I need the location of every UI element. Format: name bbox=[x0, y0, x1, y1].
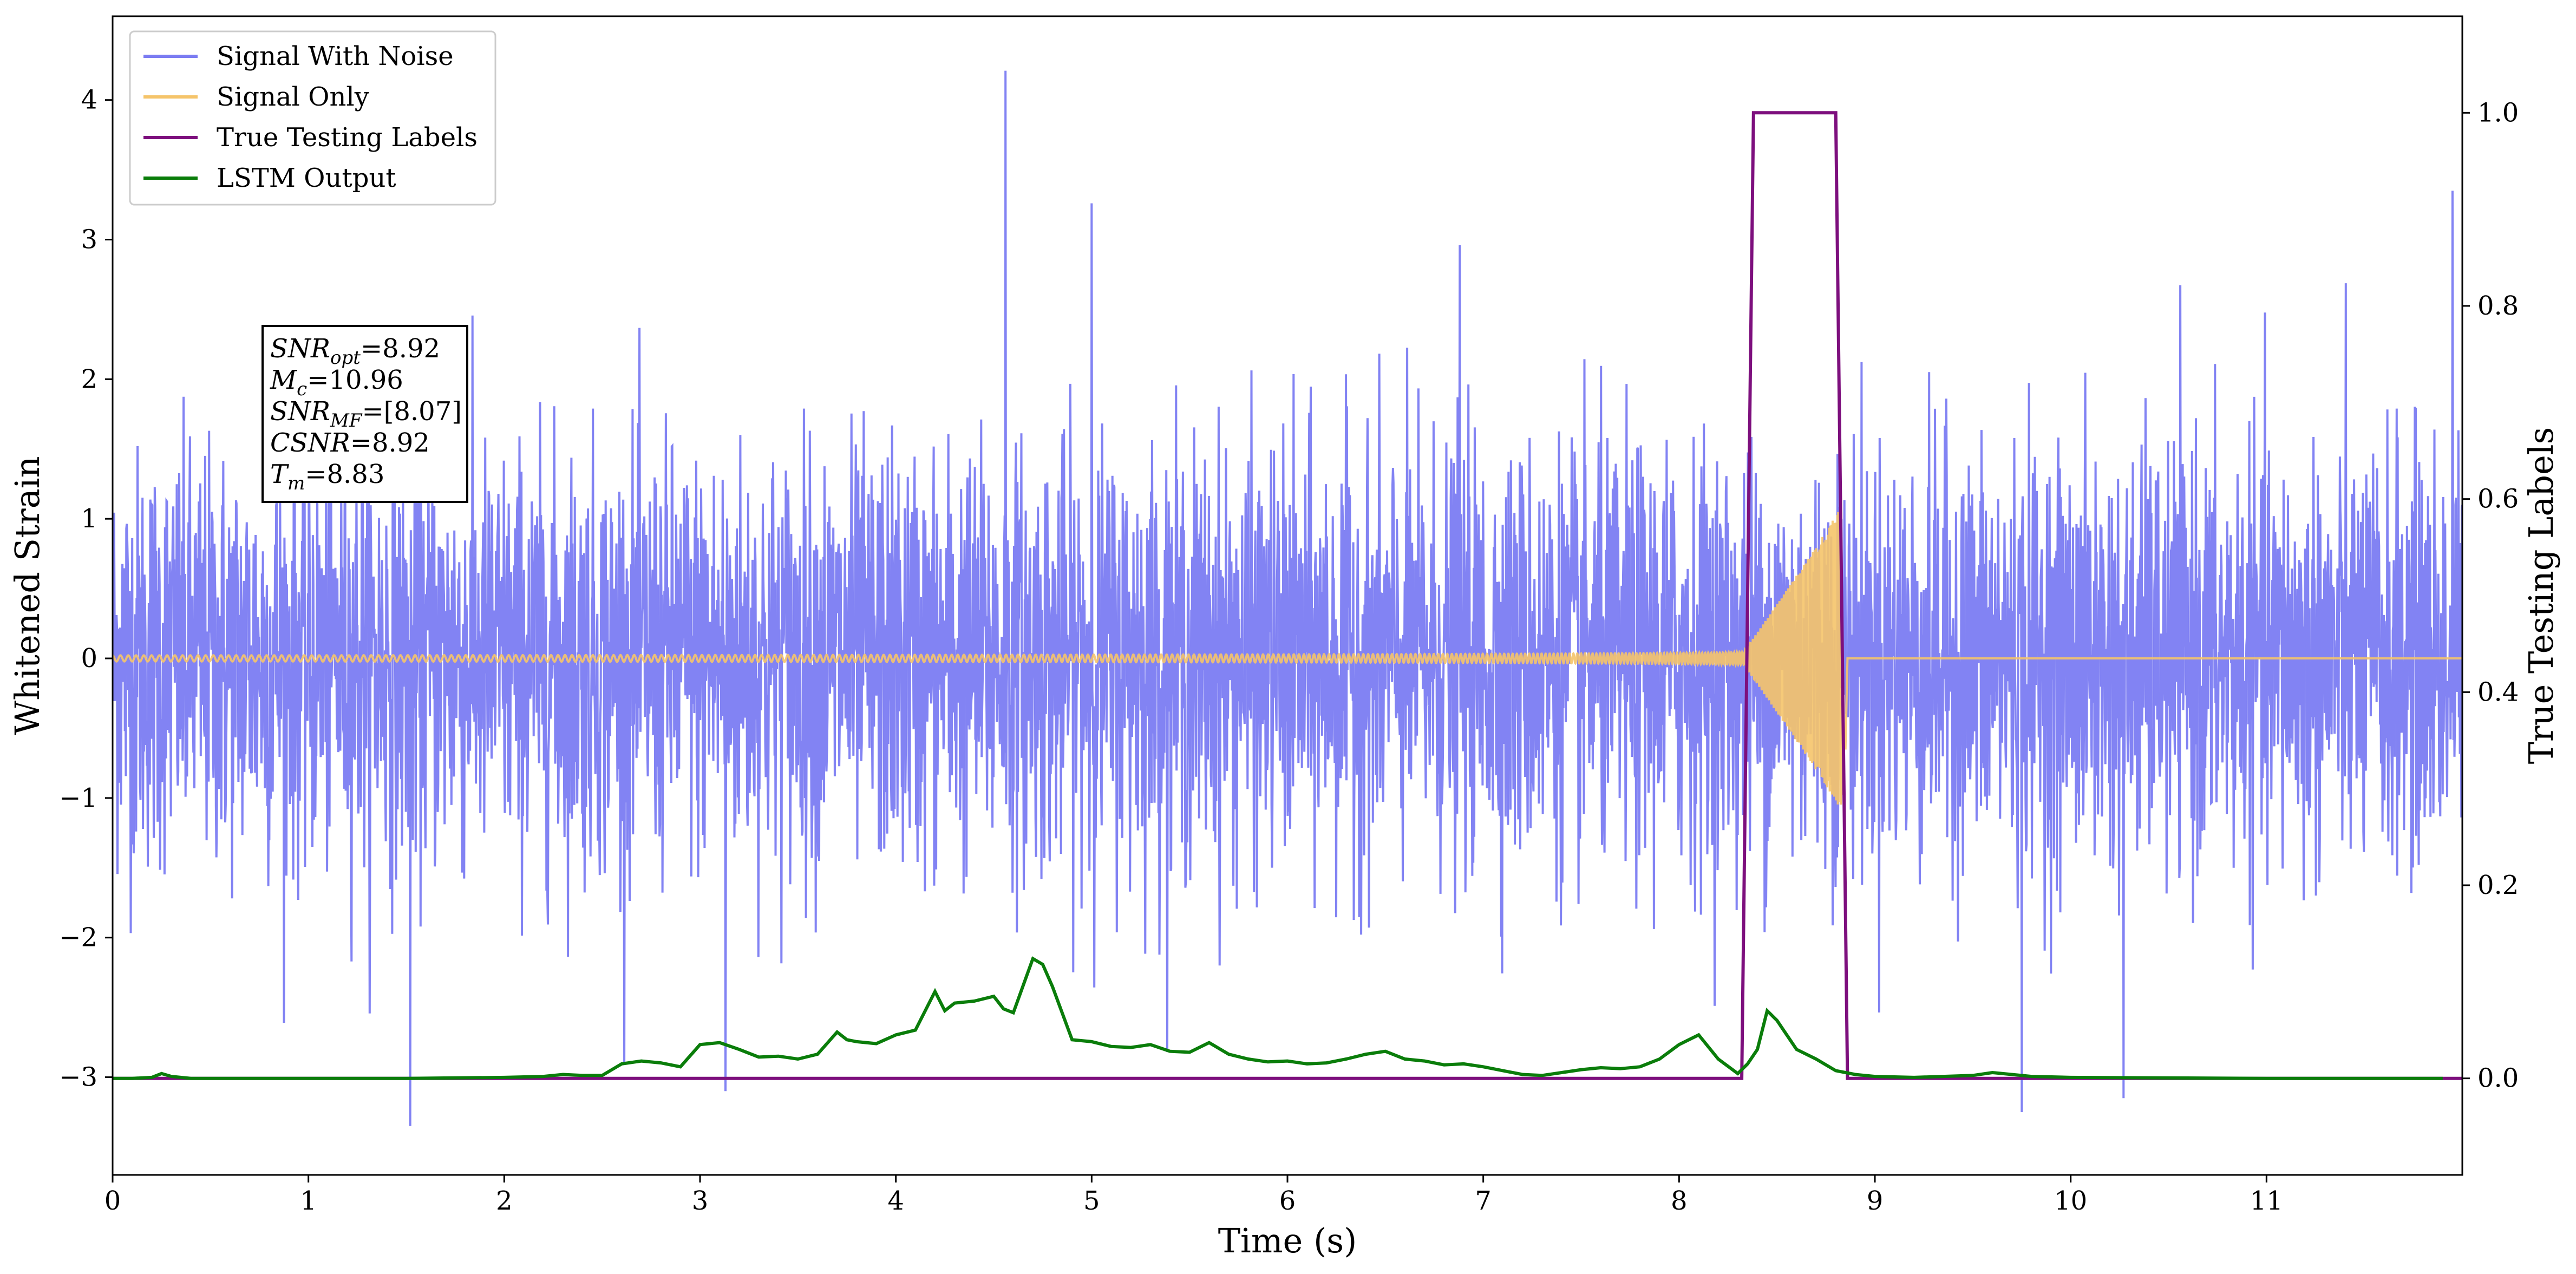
annotation-value: =8.92 bbox=[361, 334, 440, 364]
x-tick-label: 5 bbox=[1083, 1186, 1100, 1216]
series-layer bbox=[113, 70, 2462, 1126]
x-tick-label: 2 bbox=[496, 1186, 513, 1216]
legend-label-lstm-output: LSTM Output bbox=[217, 163, 396, 193]
y2-tick-label: 1.0 bbox=[2477, 97, 2519, 128]
y2-tick-label: 0.8 bbox=[2477, 291, 2519, 321]
annotation-symbol: SNR bbox=[270, 334, 330, 364]
y2-axis-title: True Testing Labels bbox=[2521, 427, 2561, 765]
y-tick-label: −3 bbox=[59, 1062, 97, 1093]
y-axis-title: Whitened Strain bbox=[8, 456, 47, 735]
annotation-line: SNRopt=8.92 bbox=[270, 334, 440, 369]
annotation-symbol: M bbox=[270, 365, 298, 395]
annotation-line: SNRMF=[8.07] bbox=[270, 396, 462, 432]
series-line-true-testing-labels bbox=[113, 111, 2462, 1080]
x-tick-label: 1 bbox=[300, 1186, 317, 1216]
legend-frame bbox=[129, 30, 496, 206]
y2-tick-label: 0.0 bbox=[2477, 1063, 2519, 1094]
series-line-signal-with-noise bbox=[113, 70, 2462, 1126]
annotation-value: =8.92 bbox=[350, 428, 430, 458]
x-tick-label: 9 bbox=[1867, 1186, 1884, 1216]
y-tick-label: −1 bbox=[59, 783, 97, 813]
annotation-value: =[8.07] bbox=[362, 396, 462, 427]
x-tick-label: 10 bbox=[2054, 1186, 2087, 1216]
x-axis-title: Time (s) bbox=[1218, 1221, 1357, 1260]
x-tick-label: 8 bbox=[1671, 1186, 1688, 1216]
annotation-line: CSNR=8.92 bbox=[270, 428, 430, 458]
x-axis: 0 1 2 3 4 5 6 7 8 9 10 11 bbox=[104, 1175, 2283, 1216]
legend-label-signal-with-noise: Signal With Noise bbox=[217, 41, 454, 71]
annotation-subscript: m bbox=[287, 473, 305, 494]
y-tick-label: 3 bbox=[81, 225, 97, 255]
annotation-line: Tm=8.83 bbox=[270, 459, 384, 494]
x-tick-label: 0 bbox=[104, 1186, 121, 1216]
legend: Signal With Noise Signal Only True Testing… bbox=[129, 30, 496, 206]
y-axis-left: −3 −2 −1 0 1 2 3 4 bbox=[59, 85, 113, 1093]
legend-label-true-testing-labels: True Testing Labels bbox=[217, 122, 478, 153]
y-axis-right: 0.0 0.2 0.4 0.6 0.8 1.0 bbox=[2462, 97, 2519, 1094]
x-tick-label: 11 bbox=[2250, 1186, 2283, 1216]
x-tick-label: 7 bbox=[1475, 1186, 1492, 1216]
y2-tick-label: 0.6 bbox=[2477, 484, 2519, 514]
y-tick-label: −2 bbox=[59, 923, 97, 953]
y-tick-label: 2 bbox=[81, 364, 97, 394]
annotation-symbol: CSNR bbox=[270, 428, 350, 458]
annotation-value: =10.96 bbox=[307, 365, 403, 395]
y2-tick-label: 0.4 bbox=[2477, 677, 2519, 707]
series-line-lstm-output bbox=[113, 956, 2443, 1080]
legend-label-signal-only: Signal Only bbox=[217, 82, 369, 112]
annotation-box: SNRopt=8.92Mc=10.96SNRMF=[8.07]CSNR=8.92… bbox=[261, 325, 468, 503]
y2-tick-label: 0.2 bbox=[2477, 870, 2519, 900]
annotation-subscript: opt bbox=[330, 347, 361, 369]
annotation-symbol: T bbox=[270, 459, 289, 489]
annotation-value: =8.83 bbox=[305, 459, 384, 489]
annotation-symbol: SNR bbox=[270, 396, 330, 427]
x-tick-label: 3 bbox=[692, 1186, 709, 1216]
y-tick-label: 1 bbox=[81, 504, 97, 534]
annotation-frame bbox=[261, 325, 468, 503]
annotation-subscript: MF bbox=[330, 410, 363, 432]
annotation-line: Mc=10.96 bbox=[270, 365, 403, 400]
annotation-subscript: c bbox=[297, 378, 307, 400]
y-tick-label: 4 bbox=[81, 85, 97, 115]
series-line-signal-only bbox=[113, 512, 2462, 805]
x-tick-label: 6 bbox=[1279, 1186, 1296, 1216]
x-tick-label: 4 bbox=[887, 1186, 904, 1216]
y-tick-label: 0 bbox=[81, 643, 97, 674]
